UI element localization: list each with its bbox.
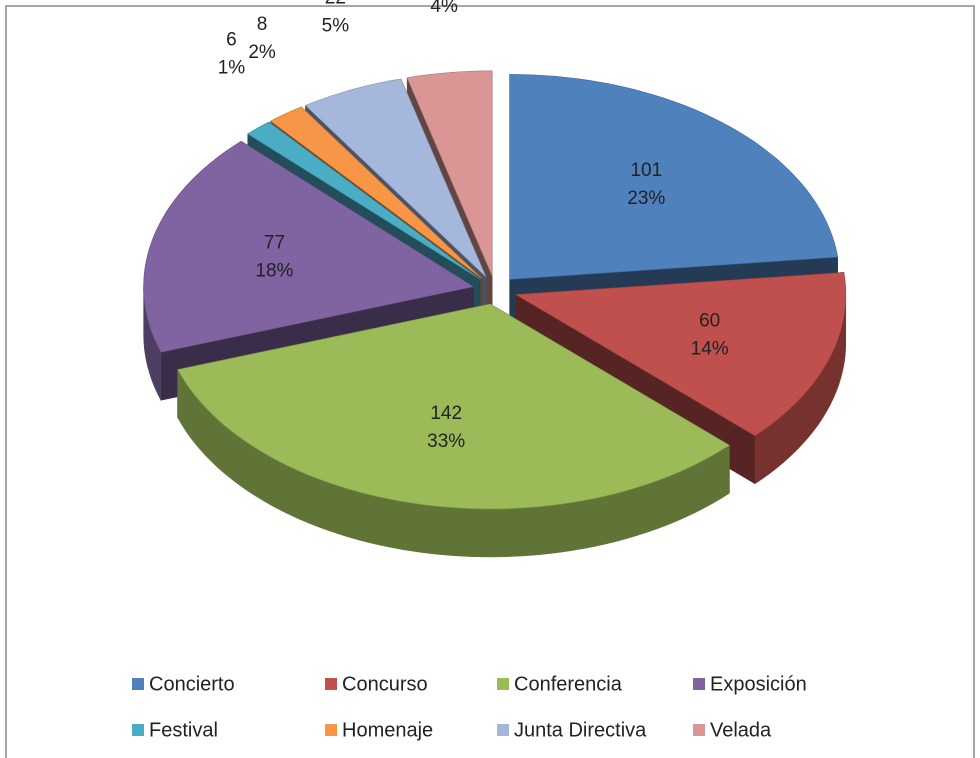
chart-frame bbox=[5, 5, 975, 758]
legend-swatch bbox=[497, 678, 509, 690]
pie-slice bbox=[406, 70, 493, 276]
data-label-percent: 18% bbox=[255, 261, 293, 282]
legend-swatch bbox=[325, 678, 337, 690]
data-label-value: 142 bbox=[430, 403, 462, 424]
legend-label: Festival bbox=[149, 719, 218, 741]
data-label-value: 6 bbox=[226, 30, 237, 51]
data-label-value: 8 bbox=[257, 14, 268, 35]
legend-label: Concurso bbox=[342, 673, 428, 695]
legend-label: Junta Directiva bbox=[514, 719, 647, 741]
pie-slice bbox=[143, 140, 475, 353]
pie-slice bbox=[509, 74, 839, 280]
legend-label: Conferencia bbox=[514, 673, 623, 695]
legend-label: Exposición bbox=[710, 673, 807, 695]
data-label-percent: 14% bbox=[691, 338, 729, 359]
pie-slice bbox=[177, 303, 730, 510]
data-label-value: 77 bbox=[264, 233, 285, 254]
data-label-value: 60 bbox=[699, 310, 720, 331]
data-label-percent: 5% bbox=[322, 15, 350, 36]
pie-slice bbox=[247, 121, 481, 280]
legend-swatch bbox=[693, 724, 705, 736]
legend-swatch bbox=[132, 678, 144, 690]
pie-slice bbox=[304, 78, 487, 278]
data-label-value: 101 bbox=[630, 160, 662, 181]
legend-label: Concierto bbox=[149, 673, 235, 695]
legend-swatch bbox=[693, 678, 705, 690]
legend-label: Velada bbox=[710, 719, 772, 741]
data-label-percent: 2% bbox=[248, 42, 276, 63]
legend-swatch bbox=[325, 724, 337, 736]
data-label-percent: 4% bbox=[430, 0, 458, 17]
legend-label: Homenaje bbox=[342, 719, 433, 741]
data-label-percent: 1% bbox=[218, 58, 246, 79]
legend-swatch bbox=[132, 724, 144, 736]
data-label-percent: 33% bbox=[427, 431, 465, 452]
pie-slice bbox=[514, 272, 847, 437]
legend-swatch bbox=[497, 724, 509, 736]
data-label-value: 22 bbox=[325, 0, 346, 8]
data-label-percent: 23% bbox=[627, 188, 665, 209]
pie-slice bbox=[270, 106, 483, 279]
